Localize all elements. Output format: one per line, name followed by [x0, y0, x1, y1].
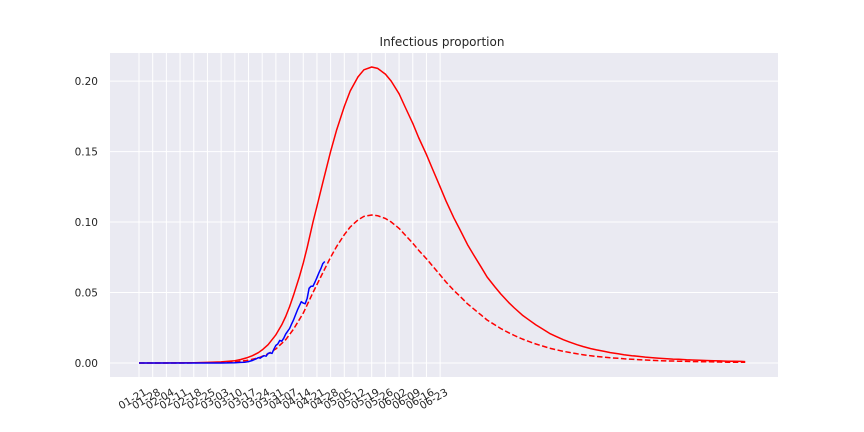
y-tick-label: 0.20 [75, 76, 98, 88]
chart-title: Infectious proportion [380, 35, 505, 49]
plot-area [110, 53, 778, 377]
series-lines [139, 66, 746, 364]
y-tick-label: 0.15 [75, 147, 98, 159]
y-tick-label: 0.00 [75, 358, 98, 370]
y-tick-label: 0.05 [75, 288, 98, 300]
y-tick-label: 0.10 [75, 217, 98, 229]
series-line-3 [139, 260, 326, 364]
series-line-1 [139, 66, 746, 364]
y-tick-labels: 0.00 0.05 0.10 0.15 0.20 [75, 76, 98, 370]
x-tick-labels: 01-2101-2802-0402-1102-1802-2503-0303-10… [117, 386, 451, 412]
